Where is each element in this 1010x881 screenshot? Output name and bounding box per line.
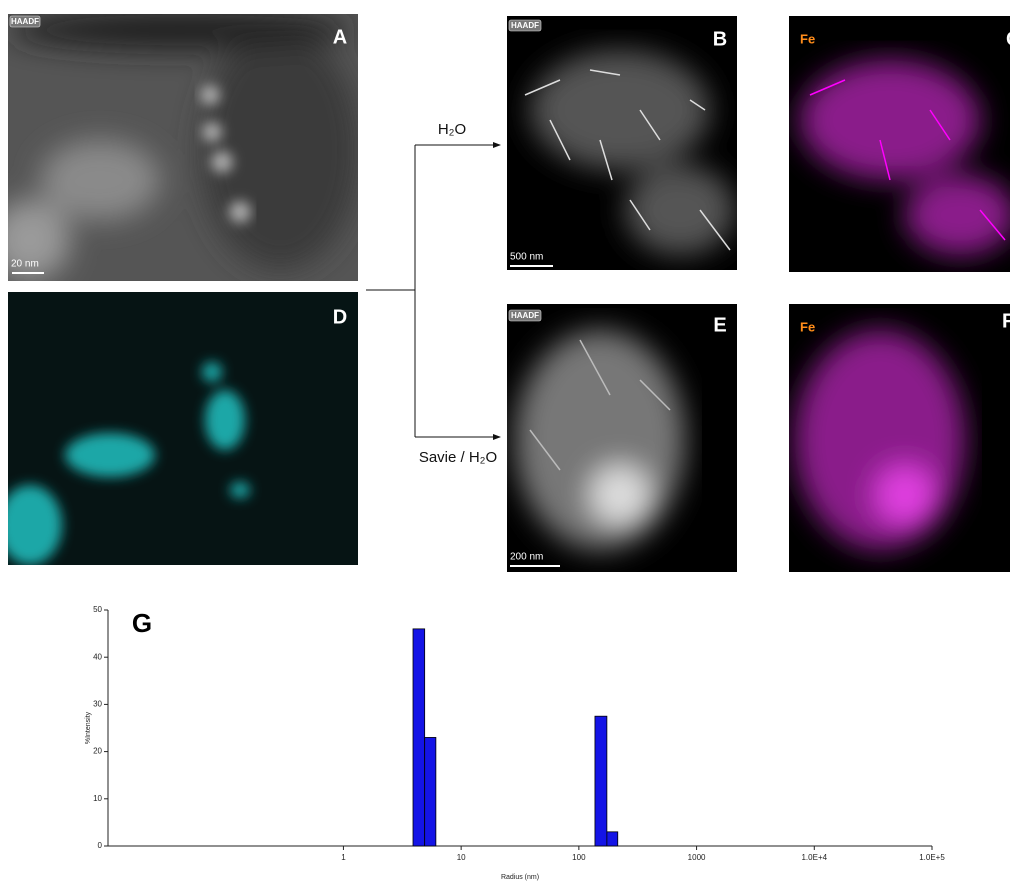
bar bbox=[595, 716, 607, 846]
panel-f: Fe F bbox=[789, 304, 1010, 572]
y-tick-label: 30 bbox=[93, 700, 102, 709]
panel-letter: C bbox=[1006, 28, 1010, 50]
detector-label: HAADF bbox=[511, 21, 539, 30]
element-label: Fe bbox=[800, 319, 815, 334]
element-label: Fe bbox=[800, 31, 815, 46]
x-tick-label: 1.0E+5 bbox=[919, 853, 945, 862]
x-tick-label: 10 bbox=[457, 853, 466, 862]
x-tick-label: 1.0E+4 bbox=[801, 853, 827, 862]
y-tick-label: 50 bbox=[93, 605, 102, 614]
panel-c: Fe C bbox=[789, 16, 1010, 272]
scale-label: 500 nm bbox=[510, 252, 543, 263]
chart: G Radius (nm) %Intensity 0 10 20 30 40 50 1 10 1… bbox=[85, 605, 945, 881]
panel-letter: D bbox=[333, 306, 347, 328]
scale-label: 20 nm bbox=[11, 259, 39, 270]
y-tick-label: 40 bbox=[93, 652, 102, 661]
y-axis-label: %Intensity bbox=[85, 711, 92, 744]
panel-letter: A bbox=[333, 26, 347, 48]
bar bbox=[607, 832, 618, 846]
scale-label: 200 nm bbox=[510, 552, 543, 563]
panel-a: HAADF A 20 nm bbox=[0, 10, 360, 281]
texture bbox=[515, 330, 685, 550]
panel-b: HAADF B 500 nm bbox=[507, 16, 737, 270]
figure: HAADF A 20 nm HAADF B 500 nm Fe C D HAAD… bbox=[0, 0, 1010, 881]
y-tick-label: 0 bbox=[98, 841, 103, 850]
x-tick-label: 1000 bbox=[688, 853, 706, 862]
bar bbox=[425, 737, 436, 846]
bar bbox=[413, 629, 425, 846]
y-tick-label: 10 bbox=[93, 794, 102, 803]
panel-d: D bbox=[0, 292, 358, 565]
detector-label: HAADF bbox=[11, 17, 39, 26]
x-axis-label: Radius (nm) bbox=[501, 874, 539, 881]
arrows bbox=[366, 145, 500, 437]
panel-letter: F bbox=[1002, 310, 1010, 332]
x-tick-label: 100 bbox=[572, 853, 586, 862]
y-tick-label: 20 bbox=[93, 747, 102, 756]
panel-letter: B bbox=[713, 28, 727, 50]
texture bbox=[795, 330, 965, 550]
panel-e: HAADF E 200 nm bbox=[507, 304, 737, 572]
x-tick-label: 1 bbox=[341, 853, 346, 862]
arrow-label: H₂O bbox=[438, 121, 466, 138]
panel-letter: G bbox=[132, 608, 152, 638]
arrow-label: Savie / H₂O bbox=[419, 449, 497, 466]
detector-label: HAADF bbox=[511, 311, 539, 320]
panel-letter: E bbox=[713, 314, 726, 336]
